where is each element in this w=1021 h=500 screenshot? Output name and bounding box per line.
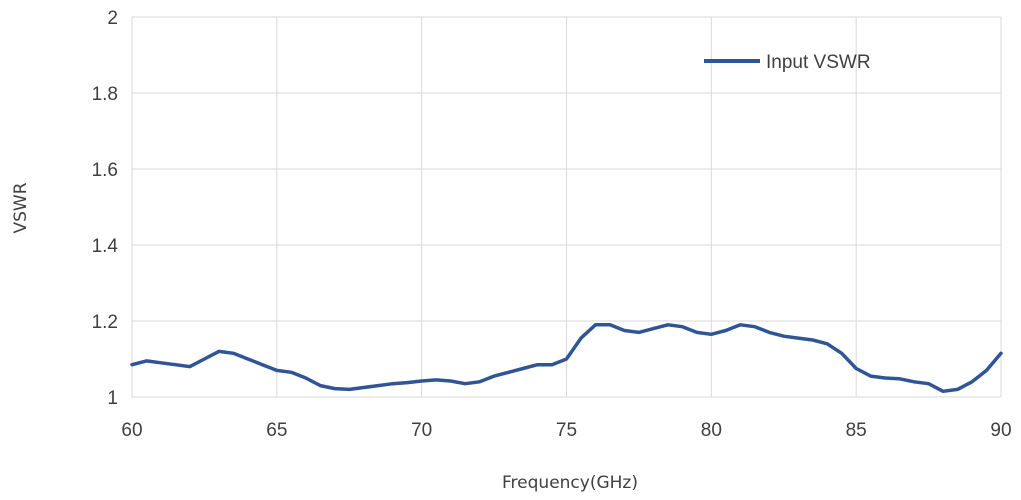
x-tick-label: 60 [121,420,142,441]
x-tick-label: 65 [266,420,287,441]
y-axis-title: VSWR [11,182,31,233]
plot-area [130,323,1003,394]
chart-gridlines [131,16,1002,398]
x-tick-label: 85 [846,420,867,441]
legend-label-input-vswr: Input VSWR [766,52,871,73]
legend: Input VSWR [704,52,871,73]
x-tick-label: 90 [990,420,1011,441]
x-tick-label: 70 [411,420,432,441]
y-tick-label: 2 [107,8,118,29]
y-tick-label: 1.6 [92,160,118,181]
y-tick-label: 1.2 [92,312,118,333]
y-tick-label: 1.4 [92,236,119,257]
x-tick-label: 80 [701,420,722,441]
series-line-0 [130,323,1003,394]
x-axis-ticks: 60 65 70 75 80 85 90 [121,420,1011,441]
y-tick-label: 1.8 [92,84,118,105]
y-tick-label: 1 [107,388,118,409]
x-axis-title: Frequency(GHz) [502,473,638,493]
y-axis-ticks: 1 1.2 1.4 1.6 1.8 2 [92,8,119,409]
x-tick-label: 75 [556,420,577,441]
